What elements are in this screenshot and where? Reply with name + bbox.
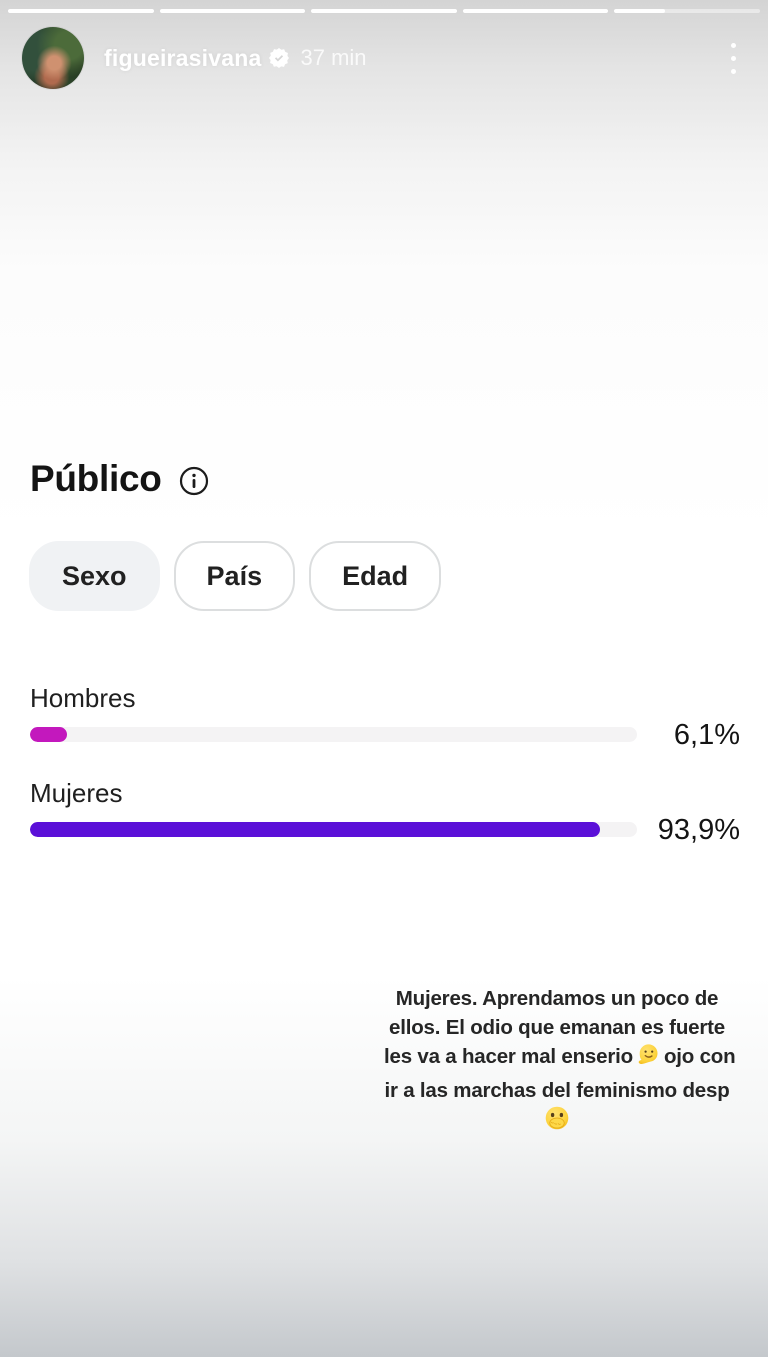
bar-value-mujeres: 93,9% (657, 814, 740, 846)
caption-line: ir a las marchas del feminismo desp (384, 1079, 730, 1102)
story-progress-segment (159, 9, 306, 13)
bar-track-hombres (30, 727, 637, 742)
caption-line: les va a hacer mal enserio ojo con (384, 1042, 736, 1076)
bar-fill-hombres (30, 727, 68, 742)
insights-tabs: Sexo País Edad (29, 541, 442, 611)
story-progress-segment (462, 9, 609, 13)
story-progress-segment (8, 9, 154, 13)
bar-fill-mujeres (30, 822, 600, 837)
bar-value-hombres: 6,1% (673, 719, 740, 751)
story-header: figueirasivana 37 min (22, 26, 748, 90)
more-options-icon[interactable] (718, 32, 748, 84)
tab-edad[interactable]: Edad (309, 541, 442, 611)
story-progress-segment (614, 9, 760, 13)
tab-pais[interactable]: País (173, 541, 296, 611)
melting-face-emoji (636, 1043, 661, 1076)
story-timestamp: 37 min (300, 45, 367, 70)
insights-title-row: Público (30, 458, 209, 500)
username[interactable]: figueirasivana (104, 44, 262, 71)
info-icon[interactable] (179, 466, 209, 496)
tab-sexo[interactable]: Sexo (29, 541, 160, 611)
caption-line: Mujeres. Aprendamos un poco de (395, 987, 719, 1010)
caption-line: ellos. El odio que emanan es fuerte (389, 1016, 725, 1039)
face-with-hand-over-mouth-emoji (544, 1105, 570, 1139)
story-caption: Mujeres. Aprendamos un poco de ellos. El… (384, 984, 736, 1139)
story-progress-segment (311, 9, 457, 13)
verified-badge-icon (269, 48, 290, 68)
caption-line (384, 1105, 730, 1139)
bar-label-mujeres: Mujeres (30, 778, 123, 808)
avatar[interactable] (22, 27, 84, 89)
bar-track-mujeres (30, 822, 637, 837)
bar-label-hombres: Hombres (30, 683, 136, 713)
story-progress-bar (8, 9, 760, 13)
page-title: Público (30, 458, 162, 499)
